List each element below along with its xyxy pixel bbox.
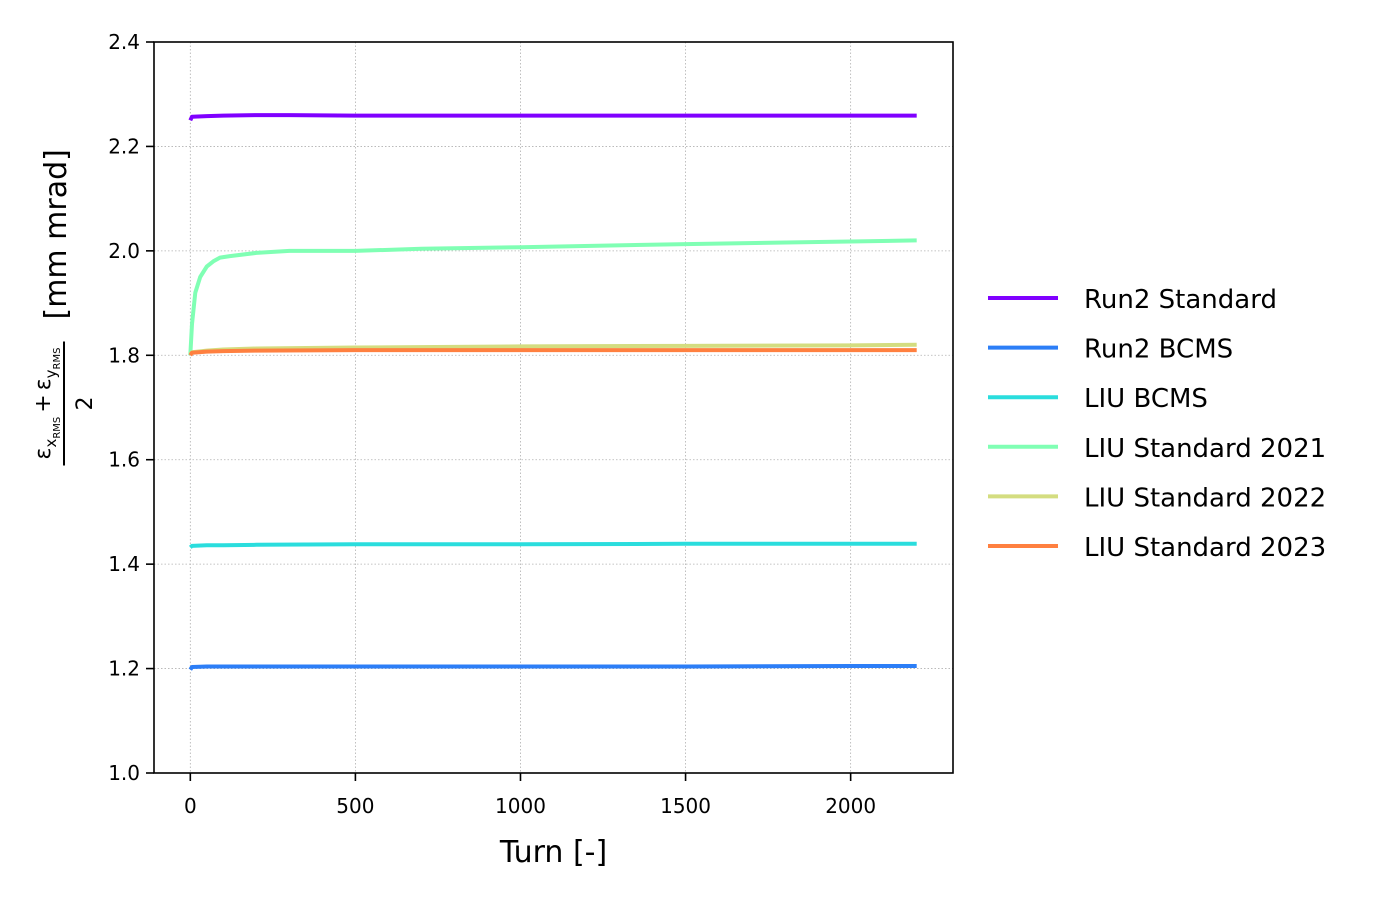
series-line-liu-bcms: [188, 541, 917, 549]
x-axis-label: Turn [-]: [499, 835, 607, 870]
y-tick-label: 1.8: [108, 343, 140, 367]
y-label-sub-y: y: [42, 369, 60, 378]
y-tick-label: 1.4: [108, 552, 140, 576]
y-label-plus: +: [31, 394, 56, 412]
x-tick-label: 2000: [825, 794, 876, 818]
legend-label: Run2 BCMS: [1084, 335, 1233, 365]
y-label-subsub-2: RMS: [52, 348, 63, 370]
x-tick-label: 1000: [495, 794, 546, 818]
y-tick-label: 2.2: [108, 134, 140, 158]
series-line-liu-standard-2023: [188, 348, 917, 357]
y-tick-label: 1.0: [108, 761, 140, 785]
y-tick-label: 2.0: [108, 239, 140, 263]
grid: [154, 42, 953, 773]
y-axis-label-numerator: εxRMS+εyRMS: [31, 348, 63, 460]
y-label-unit: [mm mrad]: [39, 149, 74, 319]
y-label-denominator: 2: [73, 397, 98, 411]
series-line-run2-standard: [188, 113, 917, 122]
series-line-liu-standard-2021: [188, 238, 917, 356]
plot-frame: [153, 41, 954, 774]
y-label-sub-x: x: [42, 439, 60, 448]
y-axis-label: εxRMS+εyRMS 2 [mm mrad]: [31, 149, 98, 466]
legend-label: LIU BCMS: [1084, 384, 1208, 414]
legend: Run2 Standard Run2 BCMS LIU BCMS LIU Standa…: [988, 285, 1326, 563]
axis-ticks: 0 500 1000 1500 2000 1.0 1.2 1.4 1.6 1.8 2.0 2.2 2.4: [108, 30, 876, 818]
y-label-subsub-1: RMS: [52, 417, 63, 439]
series-line-run2-bcms: [188, 664, 917, 671]
x-tick-label: 0: [184, 794, 197, 818]
y-label-epsilon-1: ε: [31, 448, 56, 460]
x-tick-label: 500: [336, 794, 374, 818]
x-tick-label: 1500: [660, 794, 711, 818]
series-lines: [188, 113, 917, 671]
legend-label: Run2 Standard: [1084, 285, 1277, 315]
y-label-epsilon-2: ε: [31, 378, 56, 390]
legend-label: LIU Standard 2021: [1084, 434, 1326, 464]
y-tick-label: 1.2: [108, 657, 140, 681]
y-tick-label: 2.4: [108, 30, 140, 54]
y-tick-label: 1.6: [108, 448, 140, 472]
legend-label: LIU Standard 2022: [1084, 483, 1326, 513]
legend-label: LIU Standard 2023: [1084, 533, 1326, 563]
